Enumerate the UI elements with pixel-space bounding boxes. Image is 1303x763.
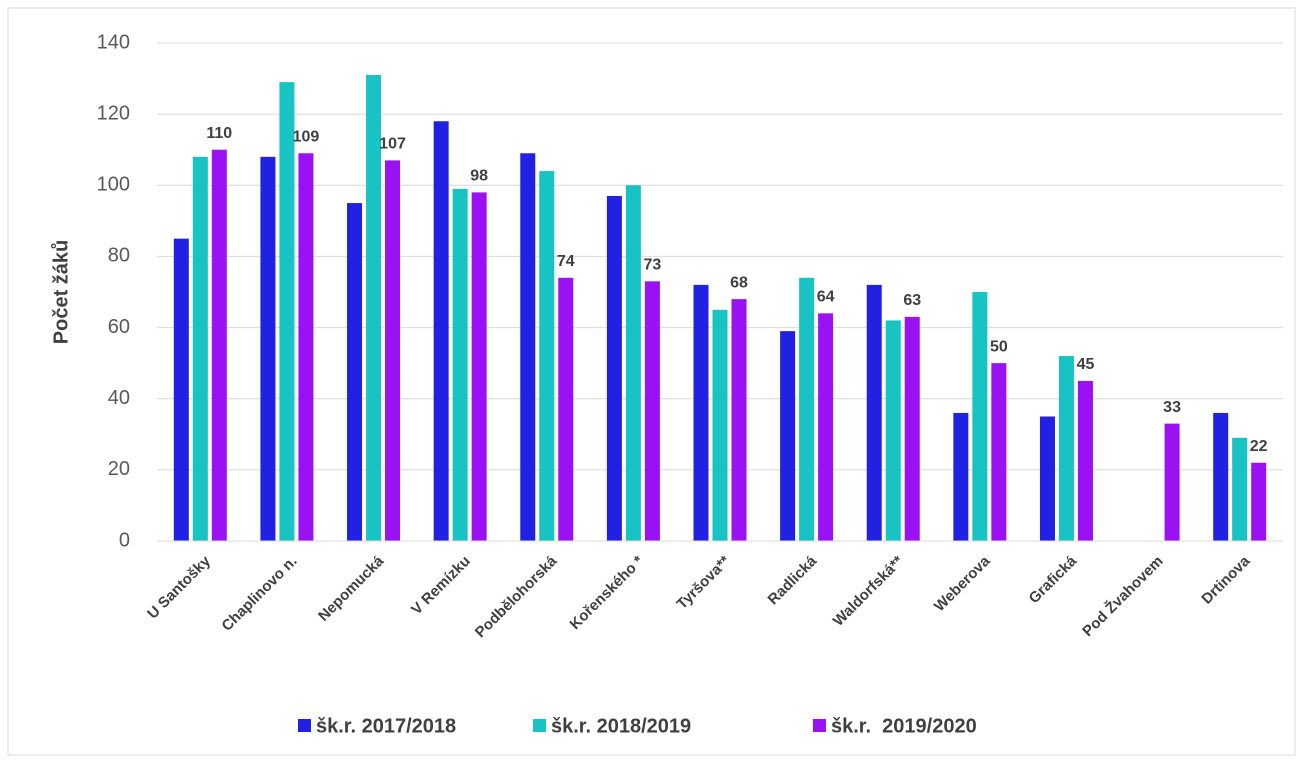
value-label: 33 [1163, 399, 1181, 416]
y-tick-label: 80 [108, 245, 130, 267]
y-tick-label: 20 [108, 458, 130, 480]
bar [433, 121, 449, 541]
bar [192, 156, 208, 542]
legend-label: šk.r. 2018/2019 [551, 715, 691, 737]
y-axis-label: Počet žáků [50, 240, 72, 344]
bar [539, 171, 555, 542]
bar [1058, 356, 1074, 541]
bar [1077, 380, 1093, 541]
bar [366, 75, 382, 541]
bar [885, 320, 901, 541]
value-label: 68 [730, 274, 748, 291]
y-tick-label: 0 [119, 529, 130, 551]
bar [866, 284, 882, 541]
bar [780, 331, 796, 541]
bar [173, 238, 189, 541]
bar [644, 281, 660, 541]
bar [731, 299, 747, 541]
bar [1164, 423, 1180, 541]
bar [712, 309, 728, 541]
bar [799, 277, 815, 541]
value-label: 107 [379, 136, 406, 153]
y-tick-label: 100 [97, 174, 130, 196]
legend-swatch [813, 719, 826, 732]
value-label: 74 [557, 253, 575, 270]
legend-swatch [298, 719, 311, 732]
bar [452, 188, 468, 542]
bar [991, 363, 1007, 541]
y-tick-label: 140 [97, 31, 130, 53]
bar [471, 192, 487, 541]
bar [520, 153, 536, 541]
value-label: 50 [990, 338, 1008, 355]
value-label: 22 [1250, 438, 1268, 455]
legend-swatch [533, 719, 546, 732]
bar [298, 153, 314, 541]
bar [1213, 412, 1229, 541]
bar [211, 149, 227, 541]
bar [1251, 462, 1267, 541]
bar [953, 412, 969, 541]
y-tick-label: 120 [97, 102, 130, 124]
value-label: 109 [293, 128, 320, 145]
bar [606, 195, 622, 541]
value-label: 98 [470, 168, 488, 185]
y-tick-label: 40 [108, 387, 130, 409]
value-label: 110 [206, 125, 232, 142]
bar [558, 277, 574, 541]
bar [625, 185, 641, 542]
value-label: 63 [903, 292, 921, 309]
bar [818, 313, 834, 541]
legend-label: šk.r. 2019/2020 [831, 715, 977, 737]
bar [279, 82, 295, 541]
value-label: 73 [643, 257, 661, 274]
y-tick-label: 60 [108, 316, 130, 338]
value-label: 45 [1077, 356, 1095, 373]
bar [693, 284, 709, 541]
legend-label: šk.r. 2017/2018 [316, 715, 456, 737]
bar [1039, 416, 1055, 541]
bar [904, 316, 920, 541]
value-label: 64 [817, 289, 835, 306]
bar [260, 156, 276, 542]
bar [347, 203, 363, 542]
bar [972, 292, 988, 541]
bar [385, 160, 401, 541]
bar [1232, 437, 1248, 541]
